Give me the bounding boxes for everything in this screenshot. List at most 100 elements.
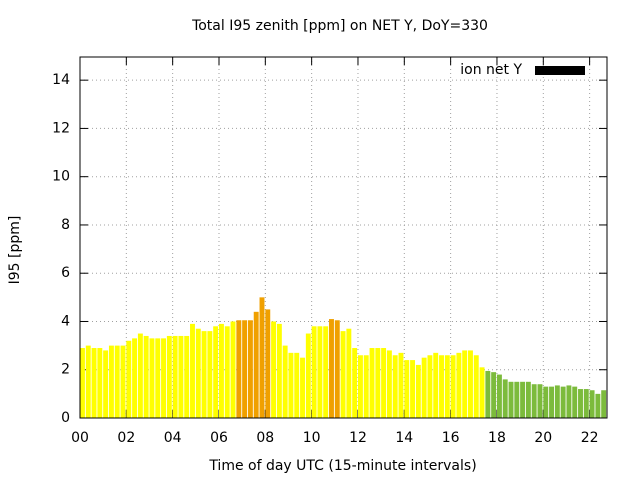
bar [242, 320, 248, 418]
bar [172, 335, 178, 418]
bar [554, 385, 560, 418]
bar [334, 320, 340, 418]
y-tick-label: 4 [61, 313, 70, 329]
bar [456, 352, 462, 418]
bar [97, 348, 103, 418]
y-tick-label: 12 [52, 120, 70, 136]
bar [80, 348, 85, 418]
bar [583, 389, 589, 418]
bar [427, 355, 433, 418]
x-tick-label: 08 [256, 430, 274, 446]
bar [392, 355, 398, 418]
bar [224, 326, 230, 418]
bar [195, 328, 201, 418]
bar [369, 348, 375, 418]
bar [410, 360, 416, 418]
bar [450, 355, 456, 418]
x-tick-label: 18 [488, 430, 506, 446]
x-tick-label: 00 [71, 430, 89, 446]
bar [560, 386, 566, 418]
bar [276, 323, 282, 418]
bar [265, 309, 271, 418]
bar [305, 333, 311, 418]
bar [155, 338, 161, 418]
y-tick-label: 10 [52, 169, 70, 185]
x-tick-label: 10 [303, 430, 321, 446]
bar [166, 335, 172, 418]
x-tick-label: 14 [395, 430, 413, 446]
bar [271, 321, 277, 418]
y-tick-label: 14 [52, 72, 70, 88]
bar [114, 345, 120, 418]
bar [317, 326, 323, 418]
y-tick-label: 0 [61, 410, 70, 426]
bar [137, 333, 143, 418]
bar [207, 331, 213, 418]
bar [589, 390, 595, 418]
bar [398, 352, 404, 418]
bar [468, 350, 473, 418]
bar [601, 390, 607, 418]
bar [294, 352, 300, 418]
bar [236, 320, 242, 418]
bar [491, 372, 497, 418]
bar [247, 320, 253, 418]
bar [91, 348, 97, 418]
bar [381, 348, 387, 418]
bar [444, 355, 450, 418]
legend-swatch [535, 66, 585, 75]
bar [473, 355, 479, 418]
bar [352, 348, 358, 418]
bar [531, 384, 537, 418]
x-tick-label: 16 [442, 430, 460, 446]
bar [178, 335, 184, 418]
x-tick-label: 02 [117, 430, 135, 446]
x-tick-label: 22 [581, 430, 599, 446]
bar [311, 326, 317, 418]
bar [108, 345, 114, 418]
x-tick-label: 12 [349, 430, 367, 446]
bar [502, 379, 508, 418]
bar [572, 386, 578, 418]
bar [161, 338, 166, 418]
bar [230, 321, 236, 418]
y-tick-label: 2 [61, 362, 70, 378]
bar [213, 326, 219, 418]
bar [184, 335, 190, 418]
y-tick-label: 8 [61, 217, 70, 233]
bar [357, 355, 363, 418]
x-tick-label: 06 [210, 430, 228, 446]
bar [329, 319, 334, 418]
bar [300, 357, 305, 418]
bar [549, 386, 555, 418]
bar [439, 355, 444, 418]
bar [143, 335, 149, 418]
bar [566, 385, 572, 418]
chart-title: Total I95 zenith [ppm] on NET Y, DoY=330 [191, 18, 488, 34]
bar [386, 350, 392, 418]
bar [120, 345, 126, 418]
x-tick-label: 04 [164, 430, 182, 446]
bar [415, 364, 421, 418]
bar [520, 381, 526, 418]
bar [578, 389, 583, 418]
bar [433, 352, 439, 418]
bar [85, 345, 91, 418]
bar [346, 328, 352, 418]
bar [508, 381, 514, 418]
plot-border [79, 56, 608, 419]
bar [201, 331, 207, 418]
y-axis-label: I95 [ppm] [7, 216, 23, 285]
bar [259, 297, 265, 418]
bar [126, 340, 132, 418]
bar [496, 374, 502, 418]
bar [340, 331, 346, 418]
bar [537, 384, 543, 418]
bar [485, 370, 491, 418]
bar [543, 386, 549, 418]
bar [253, 311, 259, 418]
bar [323, 326, 329, 418]
bar [282, 345, 288, 418]
bar [288, 352, 294, 418]
